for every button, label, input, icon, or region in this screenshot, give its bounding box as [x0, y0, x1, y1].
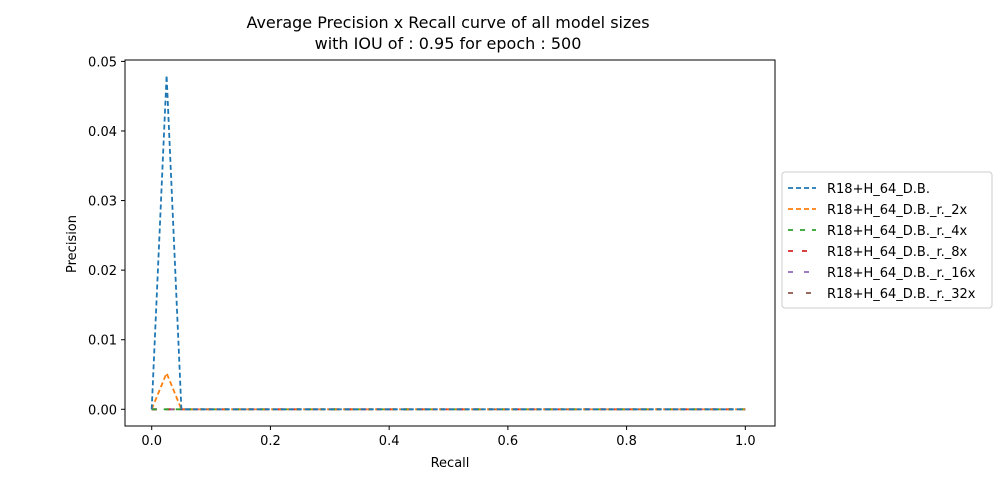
y-tick-label: 0.01: [88, 334, 117, 349]
x-axis-label: Recall: [431, 456, 470, 471]
x-tick-label: 1.0: [735, 434, 756, 449]
y-tick-label: 0.03: [88, 195, 117, 210]
y-axis: 0.00 0.01 0.02 0.03 0.04 0.05: [88, 55, 125, 418]
series-layer: [150, 75, 746, 411]
legend-box: [781, 171, 993, 309]
legend-label: R18+H_64_D.B.: [827, 182, 930, 197]
x-axis: 0.0 0.2 0.4 0.6 0.8 1.0: [141, 426, 756, 449]
y-tick-label: 0.02: [88, 264, 117, 279]
series-line: [150, 75, 746, 411]
legend-label: R18+H_64_D.B._r._8x: [827, 245, 968, 260]
y-tick-label: 0.00: [88, 403, 117, 418]
x-tick-label: 0.4: [379, 434, 400, 449]
x-tick-label: 0.8: [616, 434, 637, 449]
x-tick-label: 0.0: [141, 434, 162, 449]
legend-label: R18+H_64_D.B._r._16x: [827, 266, 976, 281]
y-tick-label: 0.04: [88, 125, 117, 140]
y-axis-label: Precision: [65, 215, 80, 273]
legend: R18+H_64_D.B. R18+H_64_D.B._r._2x R18+H_64…: [781, 171, 993, 309]
chart-title-line2: with IOU of : 0.95 for epoch : 500: [315, 34, 582, 53]
y-tick-label: 0.05: [88, 55, 117, 70]
series-line: [150, 370, 746, 411]
legend-label: R18+H_64_D.B._r._32x: [827, 287, 976, 302]
x-tick-label: 0.2: [260, 434, 281, 449]
x-tick-label: 0.6: [498, 434, 519, 449]
legend-label: R18+H_64_D.B._r._2x: [827, 203, 968, 218]
legend-label: R18+H_64_D.B._r._4x: [827, 224, 968, 239]
plot-frame: [124, 59, 776, 427]
chart-title-line1: Average Precision x Recall curve of all …: [246, 13, 649, 32]
